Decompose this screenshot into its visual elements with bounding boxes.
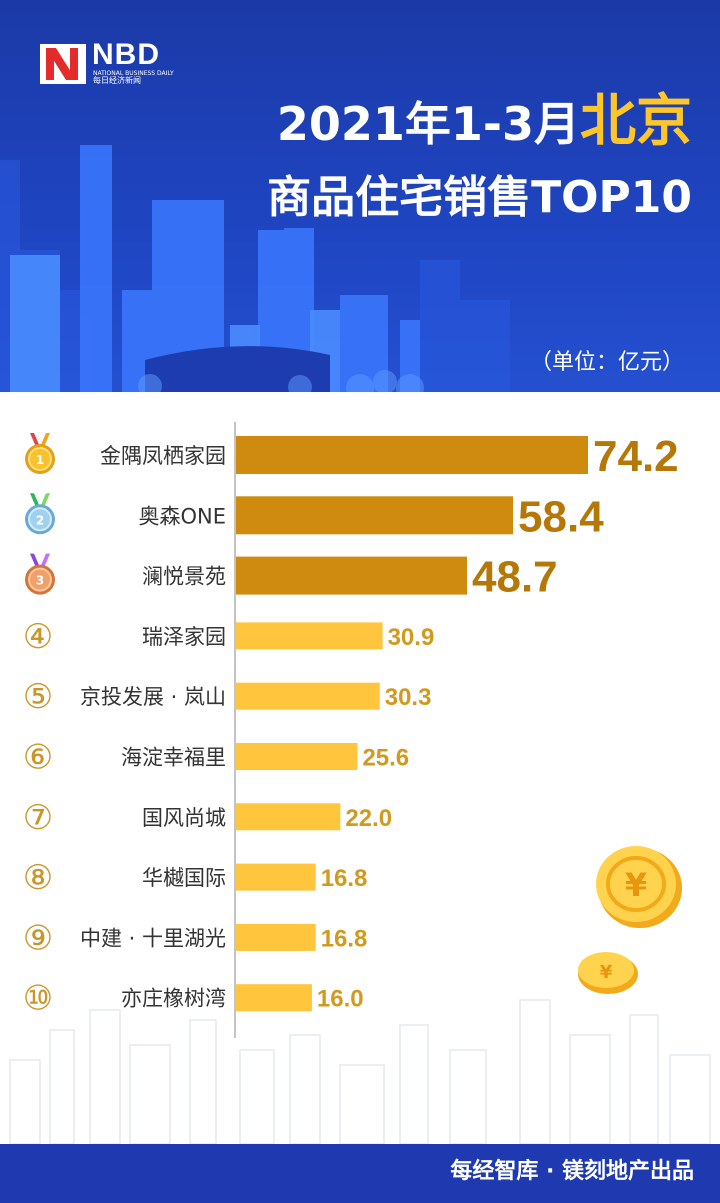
svg-text:¥: ¥ <box>600 962 613 983</box>
value-label-8: 16.8 <box>321 865 368 892</box>
title-highlight: 北京 <box>580 89 692 154</box>
rank-number-8: ⑧ <box>23 858 53 898</box>
bronze-medal-icon-ribbon-right <box>40 553 50 568</box>
unit-label: （单位：亿元） <box>529 350 684 375</box>
category-label-2: 奥森ONE <box>138 504 226 528</box>
bar-7 <box>236 803 341 831</box>
bar-3 <box>236 556 468 595</box>
silver-medal-icon-face <box>28 507 52 532</box>
background-city-outline <box>9 999 711 1144</box>
gold-medal-icon-ribbon-left <box>30 433 40 447</box>
bar-chart: 金隅凤栖家园 74.2 1 奥森ONE 58.4 2 澜悦景苑 48.7 3 瑞泽家园 30.9 ④ 京… <box>23 422 679 1038</box>
rank-number-7: ⑦ <box>23 798 53 838</box>
category-label-10: 亦庄橡树湾 <box>121 987 226 1011</box>
category-label-6: 海淀幸福里 <box>121 746 226 770</box>
header-banner: NBD NATIONAL BUSINESS DAILY 每日经济新闻 2021年… <box>0 0 720 392</box>
footer-credit: 每经智库 · 镁刻地产出品 <box>450 1159 694 1184</box>
rank-number-1: 1 <box>36 453 44 467</box>
bar-8 <box>236 863 316 891</box>
silver-medal-icon-ribbon-left <box>30 493 40 508</box>
rank-number-9: ⑨ <box>23 918 53 958</box>
page-title-line1: 2021年1-3月北京 <box>277 92 692 154</box>
title-prefix: 2021年1-3月 <box>276 97 580 151</box>
rank-number-5: ⑤ <box>23 677 53 717</box>
value-label-3: 48.7 <box>472 553 558 602</box>
category-label-4: 瑞泽家园 <box>142 625 226 649</box>
category-label-1: 金隅凤栖家园 <box>100 444 226 468</box>
value-label-7: 22.0 <box>345 805 392 832</box>
bar-9 <box>236 923 316 951</box>
gold-medal-icon-ribbon-right <box>40 433 50 447</box>
value-label-4: 30.9 <box>388 624 435 651</box>
rank-number-6: ⑥ <box>23 738 53 778</box>
bar-2 <box>236 496 514 535</box>
svg-text:¥: ¥ <box>625 866 647 904</box>
bronze-medal-icon-ribbon-left <box>30 553 40 568</box>
bar-6 <box>236 743 358 770</box>
category-label-7: 国风尚城 <box>142 806 226 830</box>
category-label-5: 京投发展 · 岚山 <box>80 685 226 709</box>
bar-4 <box>236 622 383 650</box>
bar-1 <box>236 436 588 474</box>
rank-number-4: ④ <box>23 617 53 657</box>
bar-10 <box>236 984 312 1012</box>
bronze-medal-icon-face <box>28 567 52 592</box>
value-label-6: 25.6 <box>362 745 409 772</box>
value-label-2: 58.4 <box>518 492 604 541</box>
coins-illustration: ¥ ¥ <box>578 846 682 994</box>
silver-medal-icon-ribbon-right <box>40 493 50 508</box>
brand-subtitle-cn: 每日经济新闻 <box>93 76 141 85</box>
nbd-logo-icon <box>40 44 86 84</box>
value-label-10: 16.0 <box>317 986 364 1013</box>
category-label-9: 中建 · 十里湖光 <box>80 926 226 950</box>
value-label-5: 30.3 <box>385 684 432 711</box>
category-label-8: 华樾国际 <box>142 866 226 890</box>
brand-name: NBD <box>92 38 160 71</box>
rank-number-3: 3 <box>36 574 44 588</box>
city-skyline-illustration <box>0 145 510 392</box>
value-label-1: 74.2 <box>593 432 679 481</box>
category-label-3: 澜悦景苑 <box>142 565 226 589</box>
bar-5 <box>236 682 380 710</box>
gold-medal-icon-face <box>28 447 52 471</box>
rank-number-10: ⑩ <box>23 979 53 1019</box>
brand-subtitle-en: NATIONAL BUSINESS DAILY <box>93 70 174 77</box>
rank-number-2: 2 <box>36 513 44 527</box>
value-label-9: 16.8 <box>321 925 368 952</box>
footer-bar <box>0 1144 720 1203</box>
page-title-line2: 商品住宅销售TOP10 <box>267 172 692 223</box>
